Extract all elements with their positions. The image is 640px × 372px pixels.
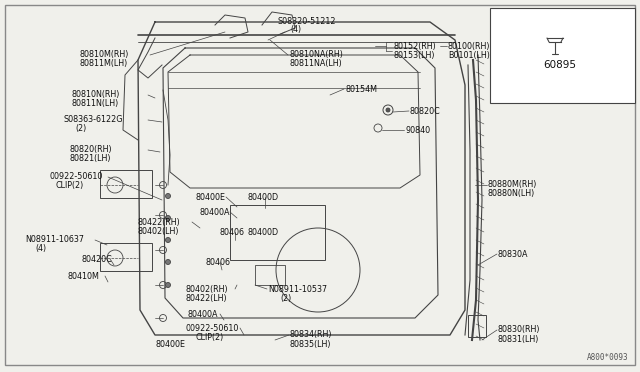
Circle shape: [166, 282, 170, 288]
Text: 80422(LH): 80422(LH): [185, 294, 227, 303]
Text: 80406: 80406: [205, 258, 230, 267]
Bar: [255, 265, 285, 285]
Text: 80811N(LH): 80811N(LH): [72, 99, 119, 108]
Text: 60895: 60895: [543, 60, 576, 70]
Text: 80422(RH): 80422(RH): [138, 218, 180, 227]
Text: 80810N(RH): 80810N(RH): [72, 90, 120, 99]
Text: 80400A: 80400A: [188, 310, 218, 319]
Text: 80830A: 80830A: [498, 250, 529, 259]
Text: 80820C: 80820C: [410, 107, 441, 116]
Text: N08911-10537: N08911-10537: [268, 285, 327, 294]
Bar: [490, 8, 635, 103]
Text: S08320-51212: S08320-51212: [278, 17, 337, 26]
Text: CLIP(2): CLIP(2): [195, 333, 223, 342]
Text: B0101(LH): B0101(LH): [448, 51, 490, 60]
Circle shape: [166, 193, 170, 199]
Text: 80831(LH): 80831(LH): [498, 335, 540, 344]
Circle shape: [166, 260, 170, 264]
Text: (4): (4): [35, 244, 46, 253]
Text: 80400D: 80400D: [248, 228, 279, 237]
Text: A800*0093: A800*0093: [586, 353, 628, 362]
Text: (2): (2): [280, 294, 291, 303]
Text: 80400D: 80400D: [248, 193, 279, 202]
Circle shape: [166, 215, 170, 221]
Circle shape: [166, 237, 170, 243]
Text: 80152(RH): 80152(RH): [393, 42, 436, 51]
Text: 80400E: 80400E: [196, 193, 226, 202]
Text: S08363-6122G: S08363-6122G: [63, 115, 122, 124]
Text: 80810NA(RH): 80810NA(RH): [290, 50, 344, 59]
Text: 80835(LH): 80835(LH): [290, 340, 332, 349]
Text: 80810M(RH): 80810M(RH): [80, 50, 129, 59]
Text: 80420C: 80420C: [82, 255, 113, 264]
Bar: [230, 205, 325, 260]
Text: 80154M: 80154M: [345, 85, 377, 94]
Text: 80811NA(LH): 80811NA(LH): [290, 59, 343, 68]
Text: 80410M: 80410M: [68, 272, 100, 281]
Text: 80402(RH): 80402(RH): [185, 285, 228, 294]
Text: 80402(LH): 80402(LH): [138, 227, 179, 236]
Text: CLIP(2): CLIP(2): [55, 181, 83, 190]
Text: 80830(RH): 80830(RH): [498, 325, 541, 334]
Text: 80400E: 80400E: [155, 340, 185, 349]
Bar: [468, 315, 486, 337]
Text: 80406: 80406: [220, 228, 245, 237]
Text: 00922-50610: 00922-50610: [185, 324, 238, 333]
Bar: [100, 243, 152, 271]
Text: 00922-50610: 00922-50610: [50, 172, 104, 181]
Bar: [100, 170, 152, 198]
Text: 90840: 90840: [405, 126, 430, 135]
Text: 80880N(LH): 80880N(LH): [488, 189, 535, 198]
Text: 80153(LH): 80153(LH): [393, 51, 435, 60]
Text: 80811M(LH): 80811M(LH): [80, 59, 128, 68]
Text: 80100(RH): 80100(RH): [448, 42, 490, 51]
Text: 80821(LH): 80821(LH): [70, 154, 111, 163]
Text: 80880M(RH): 80880M(RH): [488, 180, 538, 189]
Text: 80820(RH): 80820(RH): [70, 145, 113, 154]
Text: N08911-10637: N08911-10637: [25, 235, 84, 244]
Text: 80834(RH): 80834(RH): [290, 330, 333, 339]
Text: 80400A: 80400A: [200, 208, 230, 217]
Text: (2): (2): [75, 124, 86, 133]
Circle shape: [386, 108, 390, 112]
Text: (4): (4): [290, 25, 301, 34]
